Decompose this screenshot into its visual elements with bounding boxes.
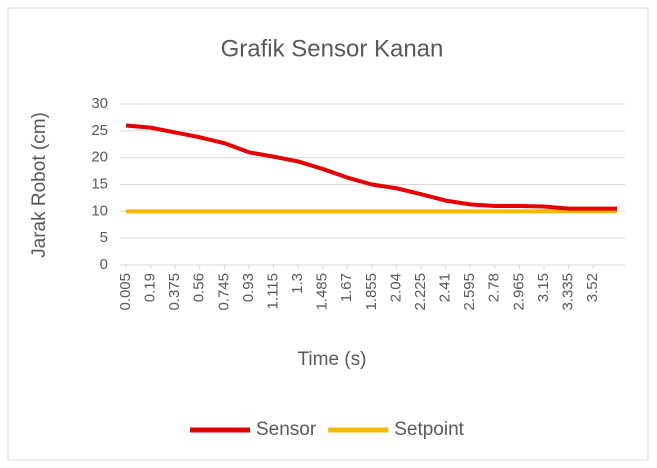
legend-label: Sensor — [256, 419, 317, 440]
y-tick-label: 0 — [100, 256, 108, 273]
y-tick-label: 15 — [91, 175, 108, 192]
chart-title: Grafik Sensor Kanan — [221, 35, 444, 62]
x-tick-label: 1.67 — [338, 273, 355, 302]
x-axis-label: Time (s) — [298, 349, 367, 370]
x-tick-label: 2.225 — [412, 273, 429, 311]
y-tick-label: 25 — [91, 122, 108, 139]
x-tick-label: 0.93 — [240, 273, 257, 302]
y-tick-label: 30 — [91, 95, 108, 112]
series-line — [125, 123, 618, 211]
x-tick-label: 2.04 — [387, 273, 404, 302]
y-tick-label: 20 — [91, 149, 108, 166]
x-tick-label: 0.56 — [191, 273, 208, 302]
x-tick-label: 1.115 — [264, 273, 281, 309]
x-tick-label: 2.965 — [510, 273, 527, 311]
x-tick-label: 1.855 — [363, 273, 380, 311]
x-tick-label: 0.19 — [142, 273, 159, 302]
x-tick-label: 3.15 — [535, 273, 552, 302]
x-tick-label: 0.375 — [166, 273, 183, 311]
x-tick-label: 2.78 — [486, 273, 503, 302]
x-tick-label: 2.41 — [437, 273, 454, 302]
y-tick-label: 10 — [91, 202, 108, 219]
chart-border — [7, 7, 649, 461]
x-tick-label: 1.3 — [289, 273, 306, 294]
x-tick-label: 1.485 — [314, 273, 331, 311]
y-tick-label: 5 — [100, 229, 108, 246]
x-tick-label: 0.745 — [215, 273, 232, 311]
x-tick-label: 0.005 — [117, 273, 134, 311]
x-tick-label: 2.595 — [461, 273, 478, 311]
legend-label: Setpoint — [394, 419, 464, 440]
x-tick-label: 3.52 — [584, 273, 601, 302]
y-axis-label: Jarak Robot (cm) — [29, 112, 50, 258]
x-tick-label: 3.335 — [559, 273, 576, 311]
